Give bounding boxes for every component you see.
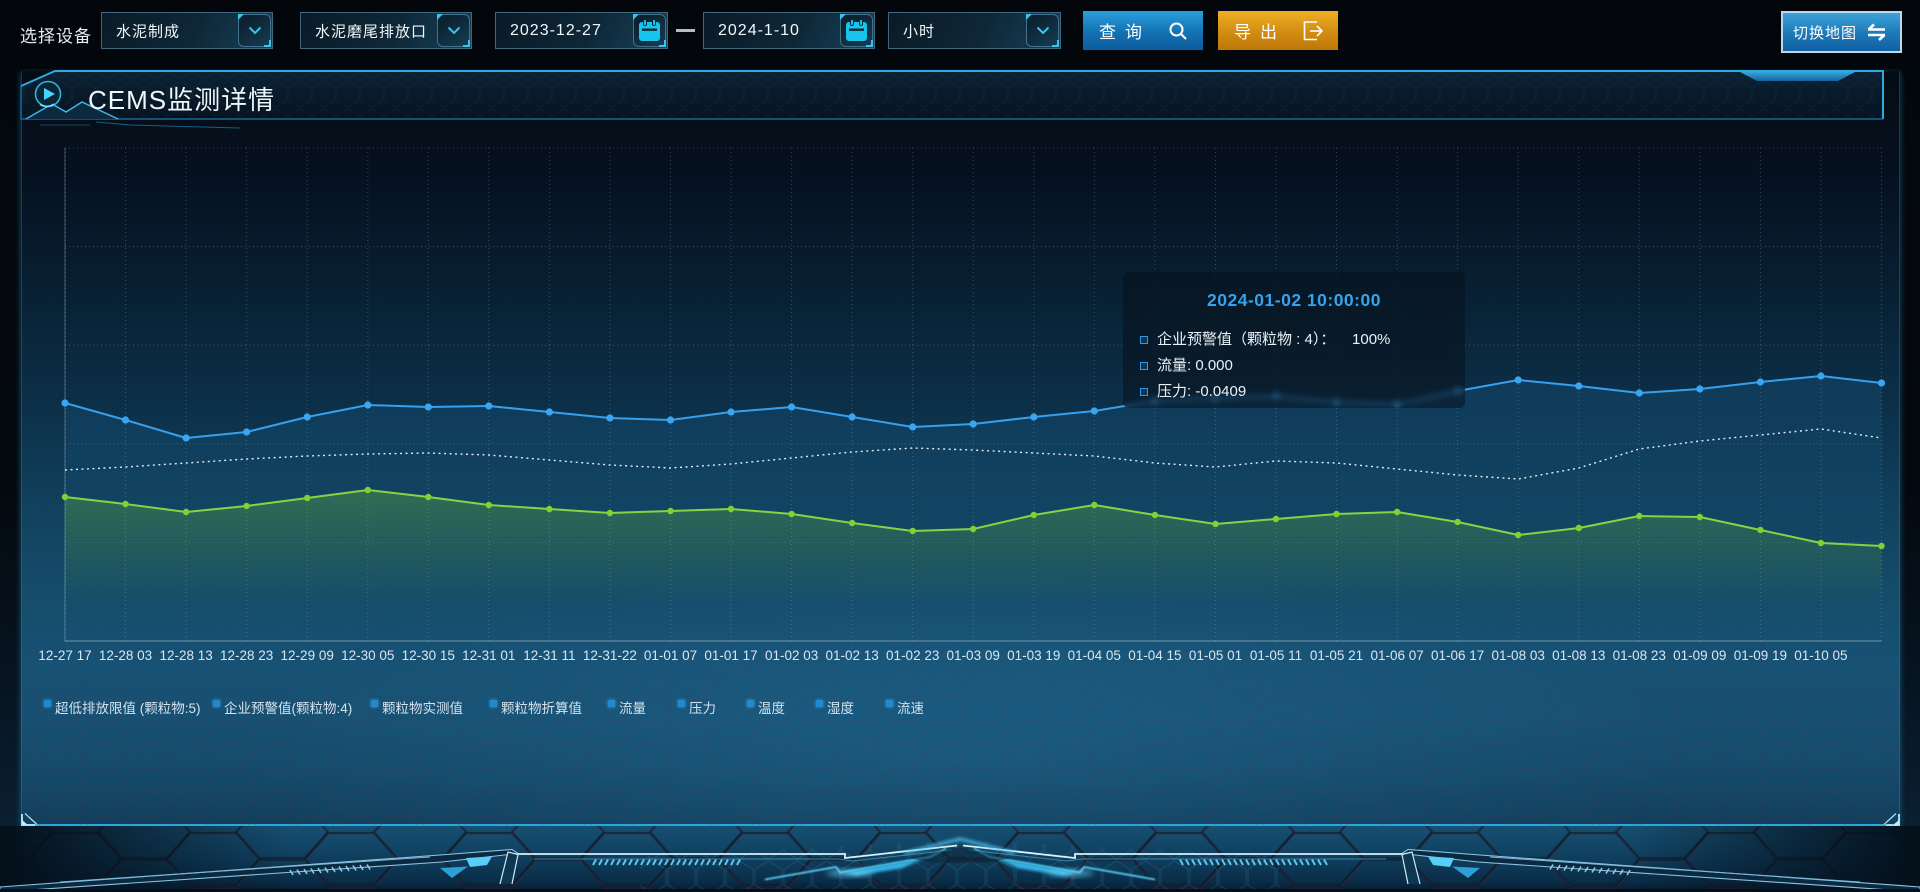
svg-text:01-04 05: 01-04 05 — [1068, 648, 1121, 663]
svg-text:01-02 23: 01-02 23 — [886, 648, 939, 663]
svg-text:12-28 13: 12-28 13 — [159, 648, 212, 663]
svg-text:01-08 03: 01-08 03 — [1492, 648, 1545, 663]
svg-text:01-05 21: 01-05 21 — [1310, 648, 1363, 663]
svg-text:01-03 09: 01-03 09 — [947, 648, 1000, 663]
svg-text:01-06 07: 01-06 07 — [1370, 648, 1423, 663]
svg-text:01-03 19: 01-03 19 — [1007, 648, 1060, 663]
svg-text:01-05 01: 01-05 01 — [1189, 648, 1242, 663]
svg-text:01-08 23: 01-08 23 — [1613, 648, 1666, 663]
svg-text:12-28 23: 12-28 23 — [220, 648, 273, 663]
svg-text:12-28 03: 12-28 03 — [99, 648, 152, 663]
svg-text:01-02 13: 01-02 13 — [825, 648, 878, 663]
svg-text:01-01 07: 01-01 07 — [644, 648, 697, 663]
svg-text:01-04 15: 01-04 15 — [1128, 648, 1181, 663]
svg-text:01-09 19: 01-09 19 — [1734, 648, 1787, 663]
svg-text:01-05 11: 01-05 11 — [1250, 648, 1302, 663]
svg-text:12-30 05: 12-30 05 — [341, 648, 394, 663]
svg-text:12-27 17: 12-27 17 — [38, 648, 91, 663]
svg-text:12-31 01: 12-31 01 — [462, 648, 515, 663]
svg-text:01-02 03: 01-02 03 — [765, 648, 818, 663]
svg-text:01-09 09: 01-09 09 — [1673, 648, 1726, 663]
svg-text:12-31 11: 12-31 11 — [523, 648, 575, 663]
svg-text:01-01 17: 01-01 17 — [704, 648, 757, 663]
svg-text:01-10 05: 01-10 05 — [1794, 648, 1847, 663]
svg-text:12-31-22: 12-31-22 — [583, 648, 637, 663]
svg-text:12-29 09: 12-29 09 — [281, 648, 334, 663]
svg-text:12-30 15: 12-30 15 — [402, 648, 455, 663]
svg-text:01-08 13: 01-08 13 — [1552, 648, 1605, 663]
svg-text:01-06 17: 01-06 17 — [1431, 648, 1484, 663]
